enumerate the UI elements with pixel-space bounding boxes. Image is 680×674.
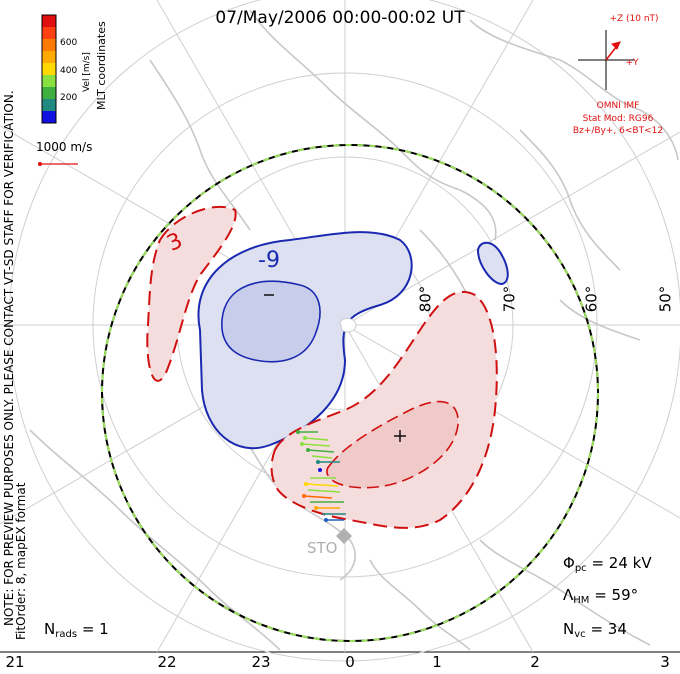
- notice-line2: FitOrder: 8, mapEX format: [14, 482, 28, 640]
- station-marker-icon: [336, 528, 352, 544]
- nrads-value: = 1: [81, 620, 109, 638]
- nvc-sub: vc: [574, 629, 586, 640]
- colorbar-tick-200: 200: [60, 93, 78, 103]
- nrads-stat: Nrads = 1: [44, 620, 109, 640]
- imf-model: Stat Mod: RG96: [582, 114, 654, 124]
- colorbar-tick-400: 400: [60, 66, 78, 76]
- mlt-label-0: 0: [345, 653, 355, 671]
- latitude-label-60: 60°: [582, 285, 601, 313]
- extremum-markers: [264, 294, 406, 442]
- coordinates-label: MLT coordinates: [95, 21, 108, 110]
- phi-pc-stat: Φpc = 24 kV: [563, 554, 652, 574]
- phi-symbol: Φ: [563, 554, 575, 572]
- imf-z-label: +Z (10 nT): [609, 14, 659, 24]
- mlt-label-21: 21: [5, 653, 25, 671]
- colorbar-tick-600: 600: [60, 38, 78, 48]
- hm-boundary-overlay: [101, 144, 599, 642]
- positive-cell-inner: [326, 400, 459, 489]
- negative-contour-label: -9: [258, 248, 280, 273]
- reference-vector-label: 1000 m/s: [36, 140, 93, 154]
- phi-value: = 24 kV: [591, 554, 652, 572]
- latitude-label-50: 50°: [656, 285, 675, 313]
- negative-cell-inner: [221, 280, 321, 363]
- imf-condition: Bz+/By+, 6<BT<12: [572, 126, 664, 136]
- imf-source: OMNI IMF: [596, 101, 640, 111]
- nvc-stat: Nvc = 34: [563, 620, 627, 640]
- imf-y-label: +Y: [625, 58, 639, 68]
- station-label: STO: [307, 539, 338, 557]
- velocity-vectors: [296, 430, 346, 522]
- colorbar-label: Vel [m/s]: [82, 52, 92, 92]
- nvc-value: = 34: [590, 620, 627, 638]
- lambda-sub: HM: [573, 595, 590, 606]
- mlt-label-22: 22: [157, 653, 177, 671]
- reference-vector-icon: [38, 162, 78, 166]
- phi-sub: pc: [574, 563, 587, 574]
- nrads-sub: rads: [55, 629, 78, 640]
- lambda-value: = 59°: [594, 586, 639, 604]
- negative-cell-small: [476, 241, 509, 286]
- latitude-label-80: 80°: [416, 285, 435, 313]
- map-title: 07/May/2006 00:00-00:02 UT: [215, 8, 465, 28]
- nrads-symbol: N: [44, 620, 56, 638]
- velocity-colorbar: [41, 14, 57, 124]
- pole-spot: [339, 317, 357, 333]
- mlt-label-23: 23: [251, 653, 271, 671]
- lambda-symbol: Λ: [563, 586, 574, 604]
- mlt-label-1: 1: [432, 653, 442, 671]
- mlt-label-2: 2: [530, 653, 540, 671]
- lambda-hm-stat: ΛHM = 59°: [563, 586, 638, 606]
- latitude-label-70: 70°: [500, 285, 519, 313]
- mlt-label-3: 3: [660, 653, 670, 671]
- nvc-symbol: N: [563, 620, 575, 638]
- imf-dial-icon: [578, 30, 634, 90]
- positive-cell-left: [146, 205, 237, 382]
